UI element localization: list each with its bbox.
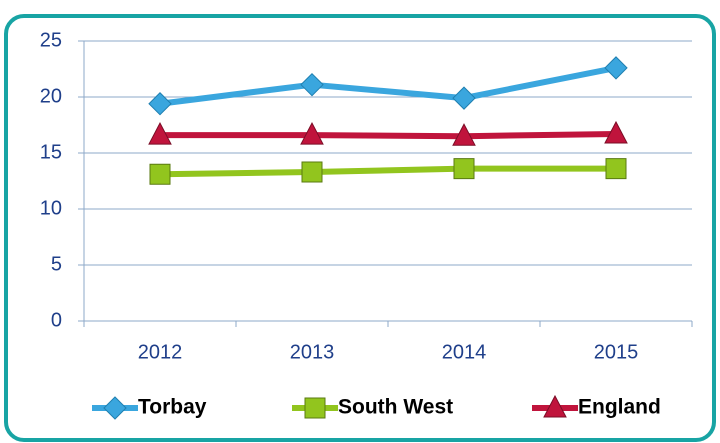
y-tick-label: 5 [51, 253, 62, 275]
x-tick-label: 2014 [442, 341, 487, 363]
marker [605, 158, 627, 180]
legend-marker [543, 394, 567, 418]
marker [148, 92, 172, 116]
x-tick-label: 2013 [290, 341, 335, 363]
legend-label: South West [338, 396, 453, 419]
marker [300, 72, 324, 97]
y-tick-label: 20 [40, 85, 62, 107]
x-tick-label: 2015 [594, 341, 639, 363]
series-line [159, 64, 617, 107]
marker [301, 161, 323, 183]
marker [148, 122, 172, 145]
y-tick-label: 15 [40, 141, 62, 163]
legend-marker [103, 396, 127, 420]
marker [452, 86, 476, 110]
marker [604, 120, 628, 144]
y-tick-label: 0 [51, 309, 62, 331]
marker [300, 122, 324, 145]
y-tick-label: 25 [40, 29, 62, 51]
legend-label: Torbay [138, 396, 207, 419]
x-tick-label: 2012 [138, 341, 183, 363]
legend-marker [304, 397, 326, 419]
y-tick-label: 10 [40, 197, 62, 219]
series-line [160, 130, 617, 140]
series-line [159, 165, 616, 178]
legend-label: England [578, 396, 661, 419]
marker [149, 163, 171, 185]
marker [453, 158, 475, 180]
chart-frame [4, 14, 716, 442]
marker [604, 56, 628, 80]
marker [452, 123, 476, 146]
